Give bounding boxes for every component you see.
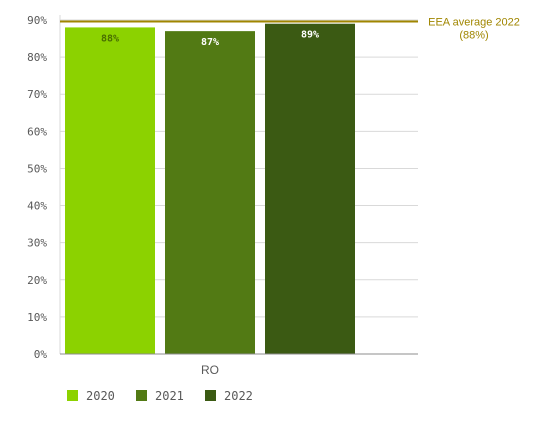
x-category-label: RO [201,363,219,377]
data-label-2020: 88% [101,33,119,44]
y-tick-label: 10% [27,311,47,324]
y-tick-label: 90% [27,14,47,27]
legend-swatch-2021 [136,390,147,401]
bar-2022[interactable] [265,23,355,354]
y-tick-label: 0% [34,348,48,361]
y-axis-tick-labels: 0% 10% 20% 30% 40% 50% 60% 70% 80% 90% [27,14,47,361]
legend-label-2020: 2020 [86,389,115,403]
y-tick-label: 80% [27,51,47,64]
y-tick-label: 30% [27,237,47,250]
reference-label-value: (88%) [459,29,488,41]
y-tick-label: 50% [27,162,47,175]
y-tick-label: 40% [27,200,47,213]
bar-2020[interactable] [65,27,155,355]
legend: 2020 2021 2022 [67,389,253,403]
reference-label: EEA average 2022 [428,16,520,28]
y-tick-label: 60% [27,125,47,138]
legend-label-2022: 2022 [224,389,253,403]
bar-2021[interactable] [165,31,255,355]
data-labels: 88% 87% 89% [101,30,319,48]
y-tick-label: 20% [27,274,47,287]
legend-swatch-2020 [67,390,78,401]
data-label-2021: 87% [201,37,219,48]
y-tick-label: 70% [27,88,47,101]
legend-label-2021: 2021 [155,389,184,403]
bars [65,23,355,355]
legend-swatch-2022 [205,390,216,401]
data-label-2022: 89% [301,30,319,41]
